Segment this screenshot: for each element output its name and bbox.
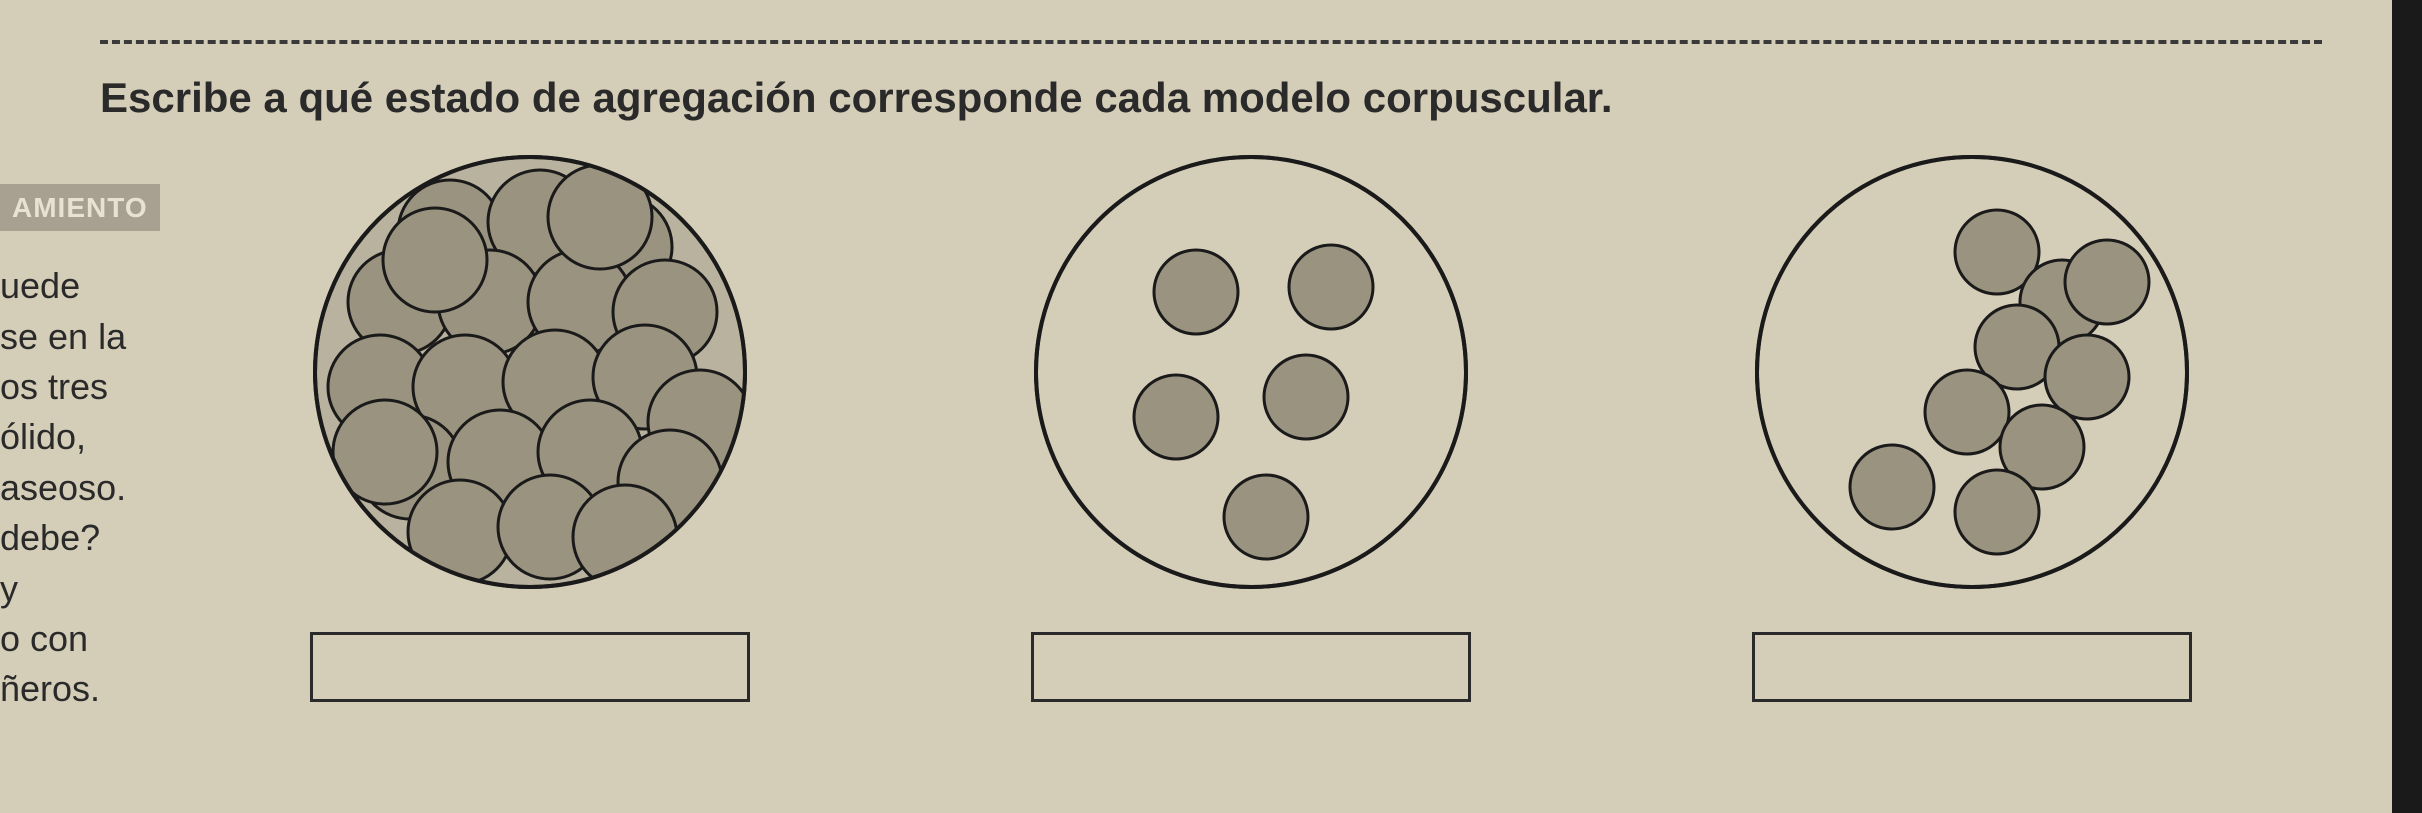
answer-input-2[interactable] [1031,632,1471,702]
sidebar-line: debe? [0,513,180,563]
left-sidebar: AMIENTO uede se en la os tres ólido, ase… [0,180,180,715]
sidebar-line: aseoso. [0,463,180,513]
sidebar-line: ólido, [0,412,180,462]
divider-line [100,40,2322,44]
sidebar-line: o con [0,614,180,664]
sidebar-line: uede [0,261,180,311]
sidebar-line: se en la [0,312,180,362]
answer-input-3[interactable] [1752,632,2192,702]
diagram-solid [310,152,750,702]
sidebar-line: os tres [0,362,180,412]
page-edge [2392,0,2422,813]
sidebar-tag: AMIENTO [0,184,160,231]
answer-input-1[interactable] [310,632,750,702]
sidebar-line: y [0,564,180,614]
solid-model [310,152,750,592]
diagram-liquid [1752,152,2192,702]
diagrams-row [200,152,2302,702]
liquid-model [1752,152,2192,592]
gas-model [1031,152,1471,592]
diagram-gas [1031,152,1471,702]
sidebar-line: ñeros. [0,664,180,714]
question-text: Escribe a qué estado de agregación corre… [100,74,2382,122]
